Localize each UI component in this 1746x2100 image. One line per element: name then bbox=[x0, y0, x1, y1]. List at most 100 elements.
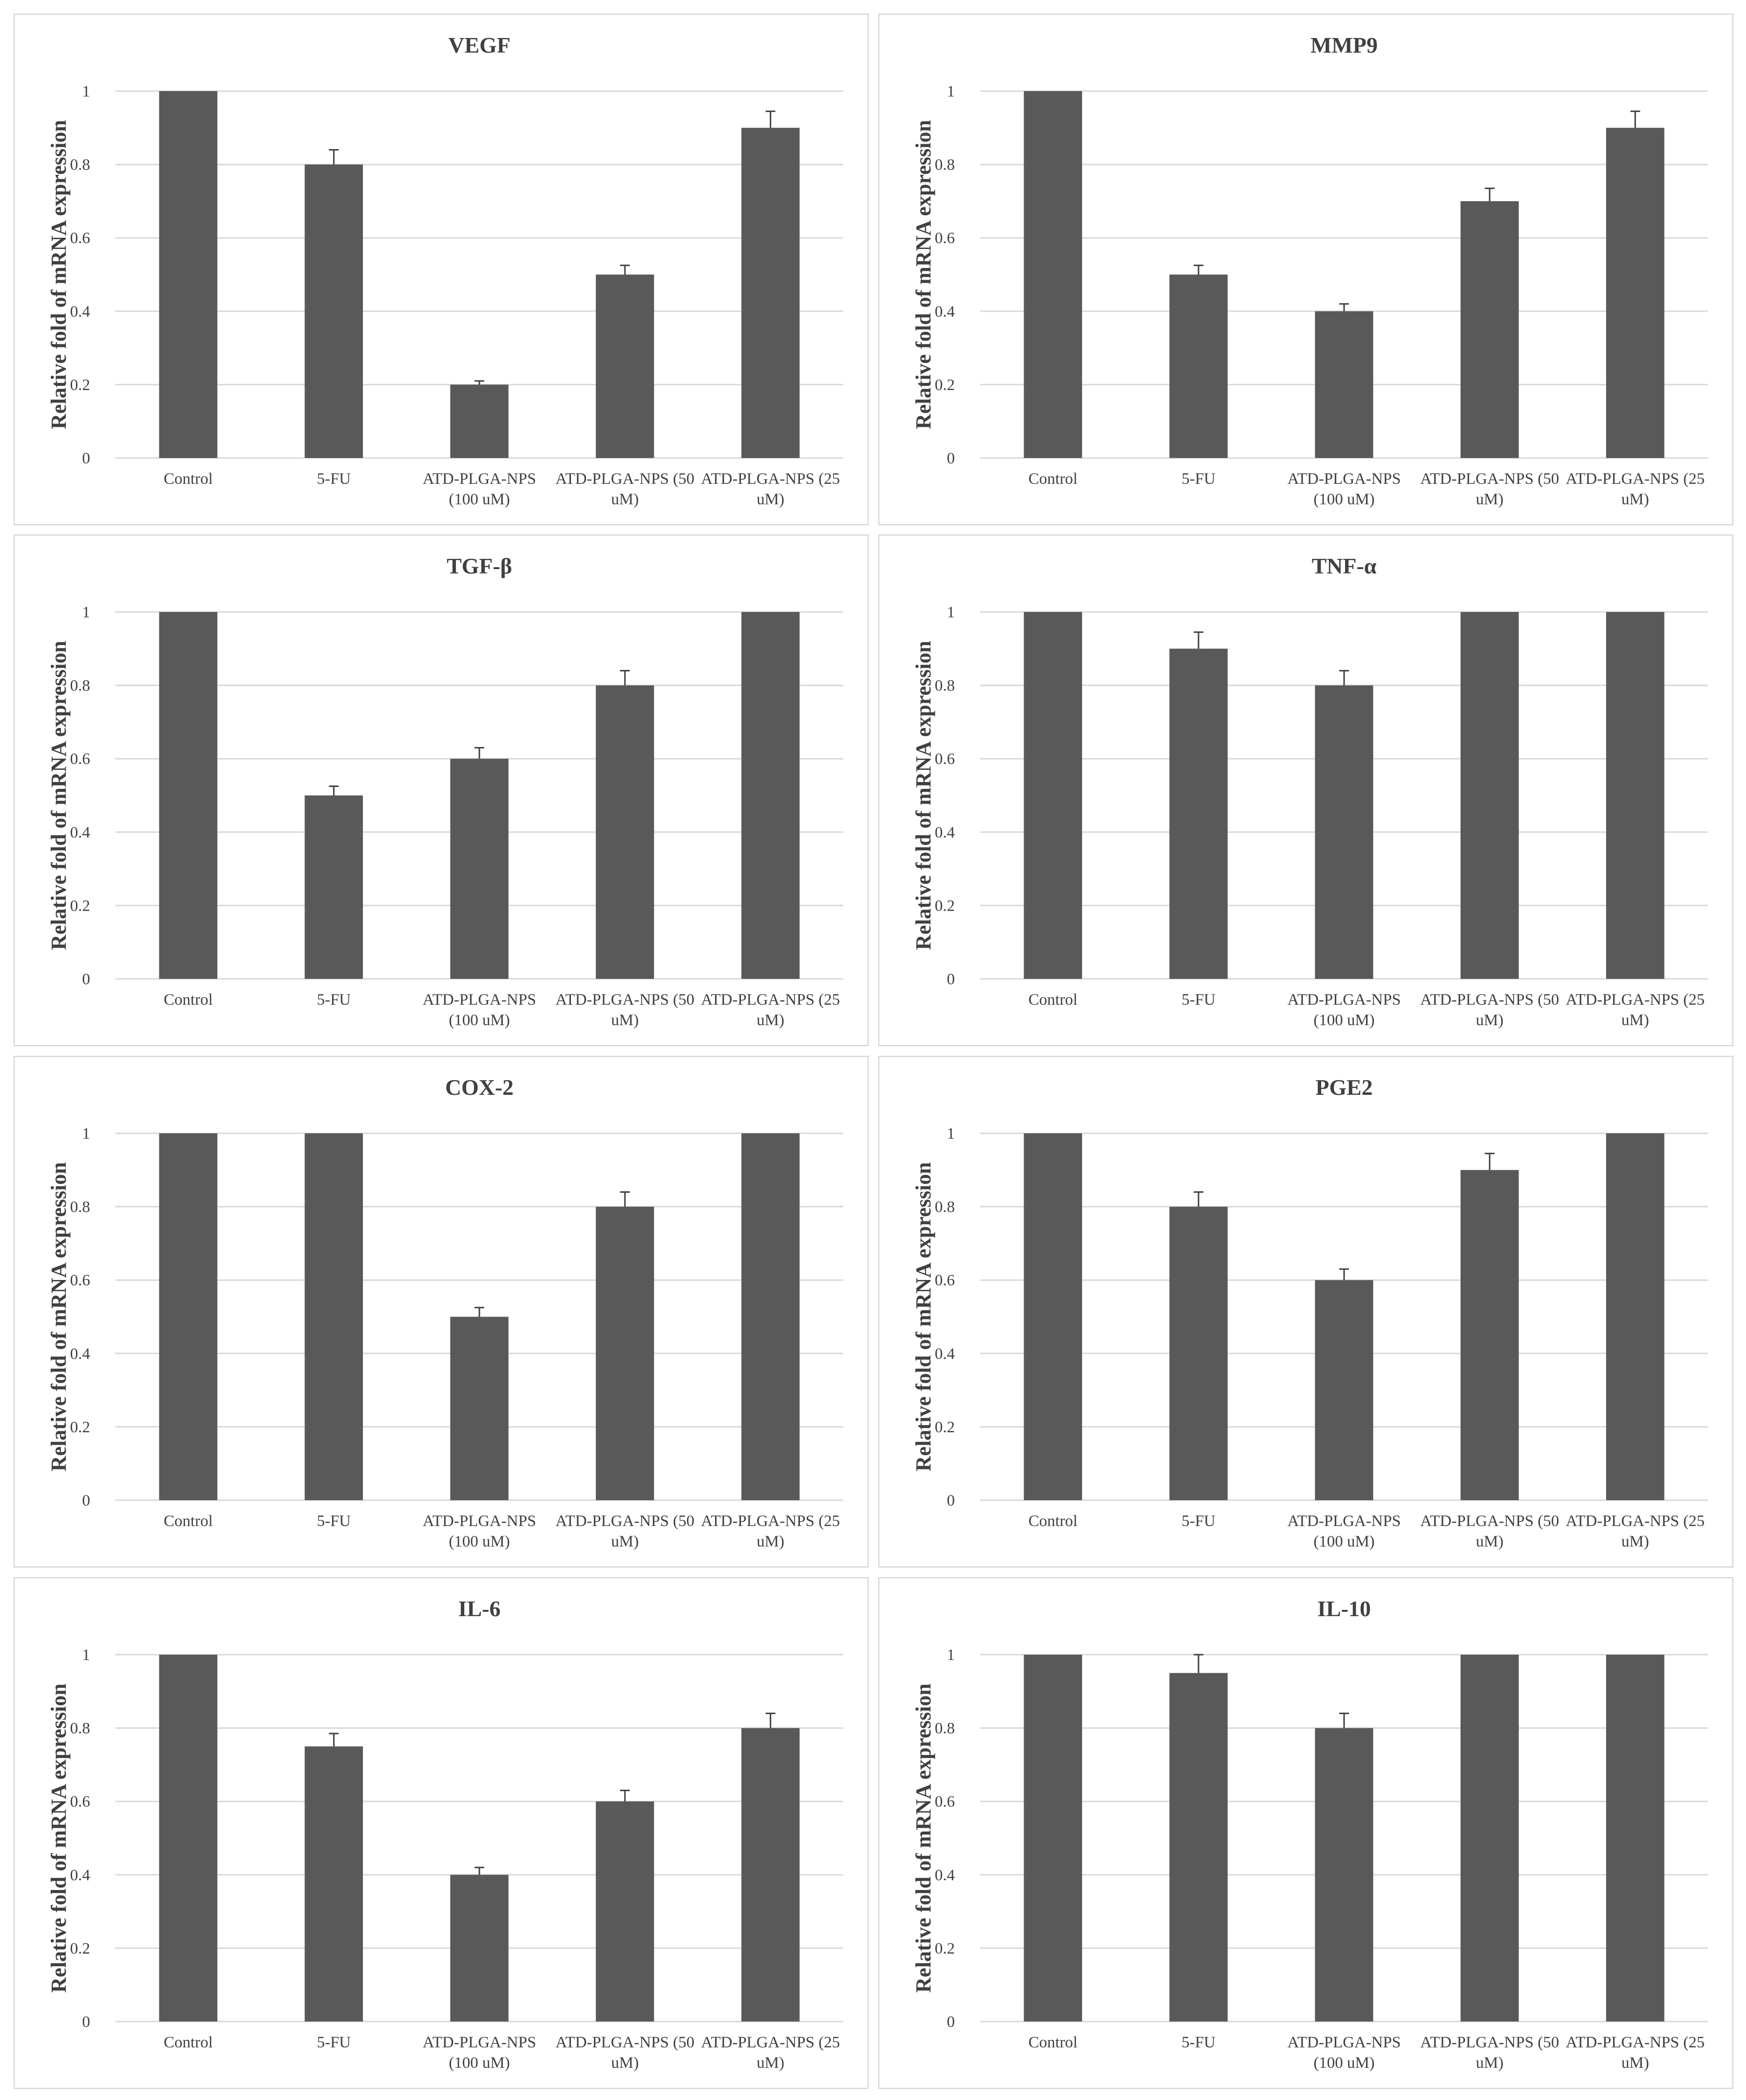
y-tick-label: 0.6 bbox=[935, 229, 955, 247]
bar bbox=[1024, 1655, 1082, 2022]
x-tick-label: ATD-PLGA-NPS (100 uM) bbox=[1287, 991, 1401, 1029]
chart-panel: TGF-β Relative fold of mRNA expression 0 0.… bbox=[14, 535, 869, 1046]
chart-panel: VEGF Relative fold of mRNA expression 0 0.2… bbox=[14, 14, 869, 525]
y-tick-label: 0.6 bbox=[70, 750, 90, 768]
bar bbox=[596, 685, 654, 979]
x-tick-label: 5-FU bbox=[317, 470, 351, 488]
x-tick-label: ATD-PLGA-NPS (100 uM) bbox=[422, 470, 536, 508]
y-axis-label: Relative fold of mRNA expression bbox=[911, 120, 935, 429]
chart: TGF-β Relative fold of mRNA expression 0 0.… bbox=[47, 554, 843, 988]
x-tick-label: ATD-PLGA-NPS (50 uM) bbox=[1420, 1512, 1559, 1550]
x-tick-label: ATD-PLGA-NPS (100 uM) bbox=[1287, 470, 1401, 508]
y-tick-label: 0.2 bbox=[935, 1940, 955, 1957]
error-bar bbox=[329, 785, 339, 796]
chart: IL-6 Relative fold of mRNA expression 0 0.2… bbox=[47, 1596, 843, 2031]
y-tick-label: 0.8 bbox=[935, 1720, 955, 1737]
bar bbox=[159, 1133, 218, 1500]
bar bbox=[1461, 1655, 1519, 2022]
y-tick-label: 0.4 bbox=[935, 303, 955, 321]
y-tick-label: 0.8 bbox=[935, 156, 955, 174]
bar bbox=[741, 128, 800, 458]
x-tick-label: ATD-PLGA-NPS (50 uM) bbox=[555, 2034, 695, 2072]
x-tick-label: ATD-PLGA-NPS (50 uM) bbox=[555, 991, 695, 1029]
y-tick-label: 1 bbox=[947, 604, 955, 621]
error-bar bbox=[1339, 1268, 1349, 1280]
y-tick-label: 0 bbox=[947, 450, 955, 467]
error-bar bbox=[620, 669, 630, 686]
bar bbox=[741, 1133, 800, 1500]
chart: PGE2 Relative fold of mRNA expression 0 0.2… bbox=[911, 1075, 1708, 1509]
y-tick-label: 0 bbox=[82, 1492, 91, 1509]
chart-title: PGE2 bbox=[1315, 1075, 1373, 1100]
y-axis-label: Relative fold of mRNA expression bbox=[47, 1162, 71, 1471]
error-bar bbox=[1630, 110, 1640, 128]
y-tick-label: 0.4 bbox=[70, 824, 90, 841]
y-tick-label: 0 bbox=[947, 971, 955, 988]
chart-panel: COX-2 Relative fold of mRNA expression 0 0.… bbox=[14, 1056, 869, 1567]
error-bar bbox=[620, 265, 630, 275]
bar bbox=[1606, 1655, 1665, 2022]
error-bar bbox=[620, 1790, 630, 1802]
y-axis-label: Relative fold of mRNA expression bbox=[911, 1162, 935, 1471]
bar bbox=[1169, 1206, 1228, 1500]
x-tick-label: 5-FU bbox=[1181, 2034, 1216, 2051]
bar bbox=[741, 612, 800, 979]
chart-panel: IL-10 Relative fold of mRNA expression 0 0.… bbox=[878, 1577, 1733, 2089]
error-bar bbox=[1339, 669, 1349, 686]
bar bbox=[1461, 201, 1519, 458]
x-tick-label: Control bbox=[163, 470, 213, 488]
y-tick-label: 0.6 bbox=[70, 1793, 90, 1811]
error-bar bbox=[474, 1867, 484, 1875]
chart-title: COX-2 bbox=[445, 1075, 514, 1100]
error-bar bbox=[1194, 1654, 1204, 1673]
chart-panel: TNF-α Relative fold of mRNA expression 0 0.… bbox=[878, 535, 1733, 1046]
bar bbox=[159, 1655, 218, 2022]
bar bbox=[304, 1746, 363, 2022]
error-bar bbox=[620, 1191, 630, 1207]
y-axis-label: Relative fold of mRNA expression bbox=[47, 641, 71, 950]
x-tick-label: 5-FU bbox=[317, 1512, 351, 1530]
y-tick-label: 0.8 bbox=[70, 156, 90, 174]
bar bbox=[1461, 1170, 1519, 1500]
x-tick-label: ATD-PLGA-NPS (50 uM) bbox=[555, 1512, 695, 1550]
chart-panel: MMP9 Relative fold of mRNA expression 0 0.2… bbox=[878, 14, 1733, 525]
bar bbox=[1606, 612, 1665, 979]
bar bbox=[1024, 612, 1082, 979]
y-tick-label: 0 bbox=[82, 971, 91, 988]
error-bar bbox=[1194, 1191, 1204, 1207]
y-tick-label: 0.2 bbox=[935, 376, 955, 394]
chart-panel: PGE2 Relative fold of mRNA expression 0 0.2… bbox=[878, 1056, 1733, 1567]
chart-panel: IL-6 Relative fold of mRNA expression 0 0.2… bbox=[14, 1577, 869, 2089]
x-tick-label: ATD-PLGA-NPS (100 uM) bbox=[422, 2034, 536, 2072]
error-bar bbox=[474, 380, 484, 385]
x-tick-label: ATD-PLGA-NPS (100 uM) bbox=[1287, 2034, 1401, 2072]
x-tick-label: ATD-PLGA-NPS (25 uM) bbox=[701, 470, 840, 508]
error-bar bbox=[329, 1733, 339, 1747]
y-tick-label: 1 bbox=[947, 1646, 955, 1664]
y-tick-label: 0.4 bbox=[935, 824, 955, 841]
y-axis-label: Relative fold of mRNA expression bbox=[911, 1683, 935, 1993]
y-tick-label: 1 bbox=[82, 1125, 91, 1143]
y-tick-label: 0.6 bbox=[70, 1272, 90, 1289]
bar bbox=[1606, 128, 1665, 458]
y-tick-label: 0.4 bbox=[70, 1345, 90, 1363]
x-tick-label: Control bbox=[1028, 991, 1078, 1009]
error-bar bbox=[474, 1307, 484, 1317]
y-tick-label: 0.8 bbox=[935, 677, 955, 695]
y-tick-label: 0.6 bbox=[935, 1793, 955, 1811]
x-tick-label: ATD-PLGA-NPS (25 uM) bbox=[1566, 470, 1705, 508]
y-tick-label: 0.8 bbox=[70, 677, 90, 695]
x-tick-label: Control bbox=[163, 991, 213, 1009]
x-tick-label: ATD-PLGA-NPS (25 uM) bbox=[1566, 991, 1705, 1029]
x-tick-label: ATD-PLGA-NPS (25 uM) bbox=[701, 2034, 840, 2072]
error-bar bbox=[765, 110, 776, 128]
y-tick-label: 0 bbox=[947, 2013, 955, 2031]
bar bbox=[1606, 1133, 1665, 1500]
error-bar bbox=[1339, 1712, 1349, 1728]
x-tick-label: Control bbox=[1028, 2034, 1078, 2051]
y-tick-label: 1 bbox=[947, 83, 955, 100]
bar bbox=[450, 384, 509, 458]
y-axis-label: Relative fold of mRNA expression bbox=[911, 641, 935, 950]
bar bbox=[596, 274, 654, 458]
